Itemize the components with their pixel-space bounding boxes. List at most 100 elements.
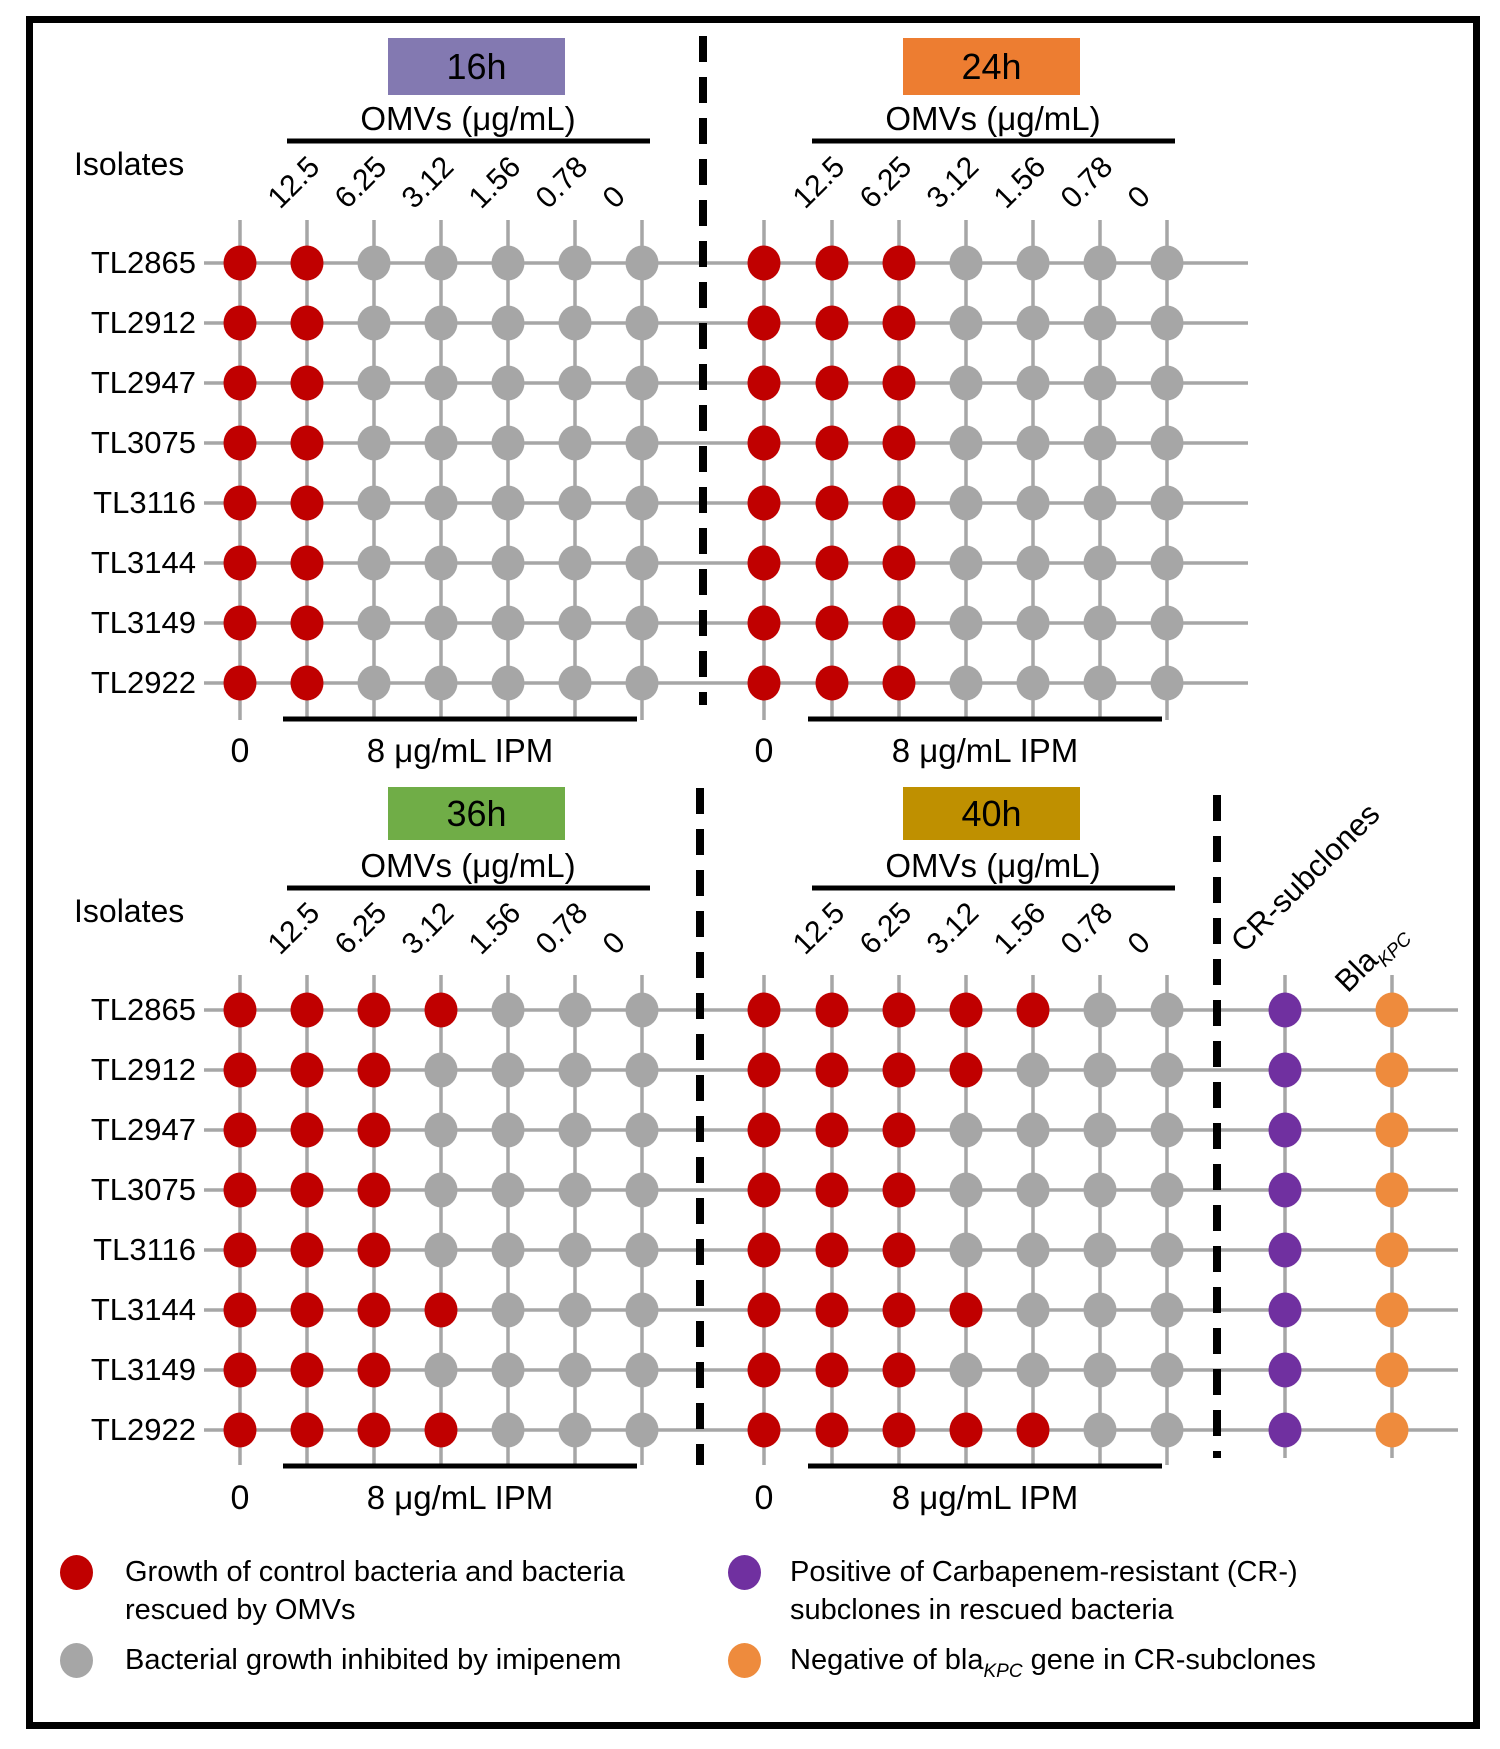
CR-subclones-dot	[1268, 1292, 1302, 1328]
omv-dot	[491, 1412, 525, 1448]
omv-dot	[882, 1412, 916, 1448]
omv-dot	[357, 992, 391, 1028]
omv-dot	[815, 485, 849, 521]
isolate-row-label: TL3075	[90, 425, 196, 460]
omv-dot	[357, 1232, 391, 1268]
omv-dot	[424, 1172, 458, 1208]
omv-dot	[558, 665, 592, 701]
omv-dot	[1150, 245, 1184, 281]
omv-dot	[949, 1172, 983, 1208]
omv-dot	[815, 605, 849, 641]
omv-dot	[1083, 1232, 1117, 1268]
ipm-label: 8 μg/mL IPM	[891, 732, 1079, 769]
omv-dot	[1083, 605, 1117, 641]
control-dot	[747, 1352, 781, 1388]
omv-dot	[1016, 1112, 1050, 1148]
omv-dot	[882, 992, 916, 1028]
BlaKPC-dot	[1375, 1292, 1409, 1328]
omv-dot	[290, 605, 324, 641]
BlaKPC-dot	[1375, 992, 1409, 1028]
omv-dot	[558, 425, 592, 461]
control-dot	[747, 1232, 781, 1268]
legend-entry-growth: Growth of control bacteria and bacteria …	[125, 1553, 625, 1629]
omv-dot	[1016, 1052, 1050, 1088]
omv-dot	[290, 425, 324, 461]
omv-dot	[949, 1232, 983, 1268]
omv-dot	[357, 425, 391, 461]
omv-dot	[1083, 485, 1117, 521]
omv-dot	[815, 245, 849, 281]
isolate-row-label: TL2947	[90, 365, 196, 400]
isolate-row-label: TL3149	[90, 1352, 196, 1387]
omv-dot	[491, 992, 525, 1028]
control-dot	[223, 545, 257, 581]
omv-dot	[290, 1352, 324, 1388]
omv-axis-label: OMVs (μg/mL)	[885, 847, 1101, 884]
omv-dot	[1016, 485, 1050, 521]
omv-dot	[1016, 1232, 1050, 1268]
BlaKPC-dot	[1375, 1352, 1409, 1388]
isolate-row-label: TL2922	[90, 1412, 196, 1447]
control-dot	[223, 992, 257, 1028]
control-dot	[747, 992, 781, 1028]
isolate-row-label: TL3144	[90, 545, 196, 580]
omv-dot	[949, 665, 983, 701]
omv-dot	[815, 1352, 849, 1388]
omv-dot	[424, 365, 458, 401]
omv-dot	[491, 1112, 525, 1148]
control-dot	[223, 605, 257, 641]
omv-dot	[558, 1352, 592, 1388]
omv-dot	[491, 305, 525, 341]
omv-dot	[290, 305, 324, 341]
omv-dot	[882, 425, 916, 461]
omv-dot	[949, 545, 983, 581]
omv-dot	[882, 485, 916, 521]
control-zero-label: 0	[754, 1479, 774, 1517]
omv-dot	[625, 1172, 659, 1208]
omv-dot	[290, 545, 324, 581]
control-dot	[223, 1412, 257, 1448]
omv-dot	[1150, 1232, 1184, 1268]
control-dot	[223, 665, 257, 701]
omv-dot	[558, 365, 592, 401]
omv-dot	[491, 1352, 525, 1388]
omv-dot	[491, 425, 525, 461]
growth-dot-swatch	[60, 1555, 93, 1590]
omv-dot	[1016, 992, 1050, 1028]
control-dot	[223, 245, 257, 281]
isolate-row-label: TL2912	[90, 305, 196, 340]
omv-dot	[491, 1232, 525, 1268]
omv-dot	[882, 365, 916, 401]
ipm-label: 8 μg/mL IPM	[366, 732, 554, 769]
control-dot	[747, 305, 781, 341]
omv-dot	[1150, 605, 1184, 641]
omv-dot	[1150, 1292, 1184, 1328]
isolate-row-label: TL2865	[90, 245, 196, 280]
control-dot	[747, 545, 781, 581]
omv-dot	[558, 485, 592, 521]
omv-dot	[1083, 1352, 1117, 1388]
omv-dot	[625, 605, 659, 641]
omv-dot	[949, 992, 983, 1028]
omv-dot	[1150, 545, 1184, 581]
omv-dot	[949, 485, 983, 521]
CR-subclones-dot	[1268, 1112, 1302, 1148]
omv-dot	[491, 605, 525, 641]
omv-dot	[1150, 485, 1184, 521]
omv-dot	[882, 1292, 916, 1328]
control-dot	[223, 1172, 257, 1208]
omv-dot	[558, 992, 592, 1028]
omv-dot	[882, 1052, 916, 1088]
omv-dot	[625, 992, 659, 1028]
legend-entry-bla-negative: Negative of blaKPC gene in CR-subclones	[790, 1641, 1316, 1691]
omv-dot	[290, 1292, 324, 1328]
omv-dot	[424, 665, 458, 701]
BlaKPC-dot	[1375, 1172, 1409, 1208]
omv-dot	[290, 1232, 324, 1268]
omv-dot	[357, 665, 391, 701]
control-dot	[747, 1412, 781, 1448]
omv-dot	[625, 1352, 659, 1388]
control-zero-label: 0	[230, 1479, 250, 1517]
legend-cr-line2: subclones in rescued bacteria	[790, 1594, 1174, 1626]
